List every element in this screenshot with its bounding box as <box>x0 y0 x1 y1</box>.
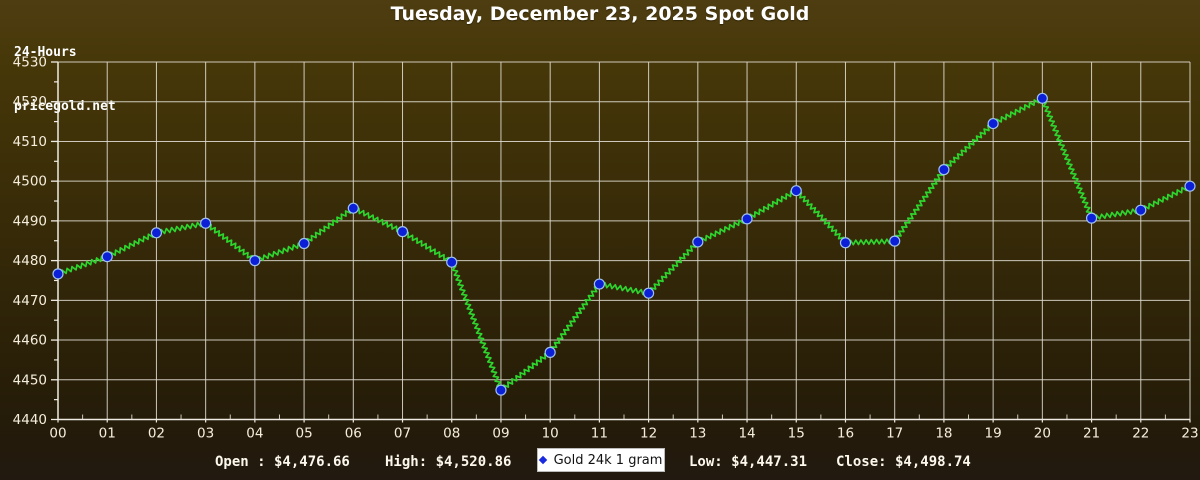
svg-text:09: 09 <box>492 426 509 442</box>
svg-text:4530: 4530 <box>13 55 47 71</box>
svg-text:06: 06 <box>345 426 362 442</box>
svg-text:02: 02 <box>148 426 165 442</box>
svg-text:07: 07 <box>394 426 411 442</box>
svg-text:22: 22 <box>1132 426 1149 442</box>
svg-text:11: 11 <box>591 426 608 442</box>
close-stat: Close: $4,498.74 <box>836 454 971 470</box>
chart-title: Tuesday, December 23, 2025 Spot Gold <box>390 3 810 25</box>
svg-text:08: 08 <box>443 426 460 442</box>
period-site-label: 24-Hours pricegold.net <box>14 8 116 152</box>
site-label: pricegold.net <box>14 99 116 114</box>
svg-text:4470: 4470 <box>13 293 47 309</box>
low-stat: Low: $4,447.31 <box>689 454 808 470</box>
svg-text:4460: 4460 <box>13 333 47 349</box>
svg-text:23: 23 <box>1181 426 1198 442</box>
svg-text:19: 19 <box>985 426 1002 442</box>
svg-text:12: 12 <box>640 426 657 442</box>
legend-box: Gold 24k 1 gram <box>537 448 665 472</box>
svg-text:00: 00 <box>49 426 66 442</box>
legend-label: Gold 24k 1 gram <box>553 452 663 468</box>
svg-text:05: 05 <box>295 426 312 442</box>
legend-diamond-icon <box>538 455 547 465</box>
svg-text:18: 18 <box>935 426 952 442</box>
period-label: 24-Hours <box>14 45 77 60</box>
open-stat: Open : $4,476.66 <box>215 454 350 470</box>
svg-text:14: 14 <box>738 426 755 442</box>
svg-text:17: 17 <box>886 426 903 442</box>
svg-text:4480: 4480 <box>13 253 47 269</box>
svg-text:03: 03 <box>197 426 214 442</box>
svg-text:04: 04 <box>246 426 263 442</box>
svg-text:01: 01 <box>99 426 116 442</box>
svg-text:16: 16 <box>837 426 854 442</box>
svg-text:13: 13 <box>689 426 706 442</box>
svg-text:20: 20 <box>1034 426 1051 442</box>
svg-text:4450: 4450 <box>13 372 47 388</box>
svg-text:4440: 4440 <box>13 412 47 428</box>
svg-text:15: 15 <box>788 426 805 442</box>
svg-text:4490: 4490 <box>13 213 47 229</box>
svg-text:4520: 4520 <box>13 94 47 110</box>
svg-text:10: 10 <box>542 426 559 442</box>
svg-text:4500: 4500 <box>13 174 47 190</box>
high-stat: High: $4,520.86 <box>385 454 512 470</box>
svg-text:4510: 4510 <box>13 134 47 150</box>
svg-text:21: 21 <box>1083 426 1100 442</box>
